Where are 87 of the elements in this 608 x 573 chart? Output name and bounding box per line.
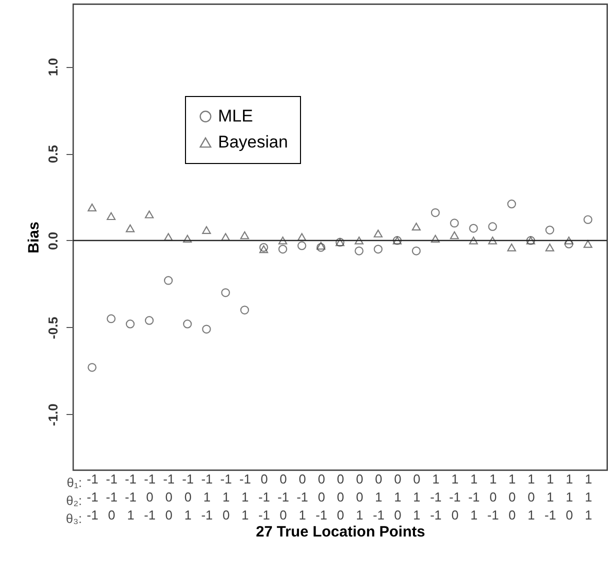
point <box>221 233 230 241</box>
x-tick-label: 0 0 -1 <box>316 472 328 522</box>
x-tick-label: -1 0 0 <box>163 472 175 522</box>
x-tick-label: 0 0 1 <box>356 472 364 522</box>
x-tick-label: -1 -1 -1 <box>86 472 98 522</box>
y-tick-label: -1.0 <box>46 404 60 426</box>
x-tick-label: 1 1 1 <box>584 472 592 522</box>
point <box>450 231 459 240</box>
point <box>354 236 364 244</box>
x-tick-label: 1 1 0 <box>566 472 573 522</box>
point <box>126 320 135 328</box>
x-tick-label: -1 1 0 <box>220 472 232 522</box>
point <box>183 234 192 243</box>
x-tick-label: -1 0 -1 <box>144 472 156 522</box>
point <box>183 320 192 328</box>
point <box>202 324 211 334</box>
x-tick-label: -1 -1 0 <box>106 472 118 522</box>
x-axis-title: 27 True Location Points <box>256 524 426 540</box>
point <box>564 240 574 248</box>
text: θ₃: <box>64 510 82 528</box>
x-tick-label: 0 -1 1 <box>296 472 308 522</box>
legend-label: Bayesian <box>218 132 288 152</box>
point <box>430 234 440 243</box>
point <box>545 226 554 234</box>
point <box>144 316 154 325</box>
y-tick-label: -0.5 <box>46 316 60 340</box>
x-tick-label: 1 -1 1 <box>468 472 480 522</box>
x-tick-label: 1 0 1 <box>528 472 535 522</box>
point <box>469 236 478 244</box>
point <box>507 244 516 252</box>
point <box>584 215 592 224</box>
point <box>144 210 154 218</box>
point <box>450 218 459 228</box>
point <box>278 236 288 244</box>
point <box>297 241 306 250</box>
x-tick-label: 0 1 1 <box>413 472 420 522</box>
point <box>374 244 383 254</box>
point <box>584 240 592 248</box>
point <box>164 276 173 285</box>
point <box>259 245 268 254</box>
point <box>545 244 554 252</box>
point <box>221 288 230 298</box>
x-tick-label: 0 0 0 <box>336 472 344 522</box>
point <box>88 362 96 372</box>
x-tick-label: -1 1 -1 <box>201 472 213 522</box>
x-tick-label: 1 0 0 <box>508 472 516 522</box>
point <box>316 243 326 252</box>
point <box>469 224 478 233</box>
x-tick-label: 1 -1 0 <box>449 472 461 522</box>
y-tick-label: 1.0 <box>46 58 60 76</box>
text: θ₂: <box>65 492 82 510</box>
x-tick-label: -1 -1 1 <box>124 472 136 522</box>
x-tick-label: 0 1 -1 <box>372 472 384 522</box>
x-tick-label: 1 -1 -1 <box>430 472 442 522</box>
point <box>164 233 173 241</box>
point <box>374 230 383 238</box>
point <box>126 224 135 232</box>
point <box>106 314 116 324</box>
y-tick-label: 0.5 <box>46 145 60 164</box>
point <box>430 208 440 218</box>
x-tick-label: 1 1 -1 <box>544 472 556 522</box>
point <box>354 246 364 256</box>
y-tick-label: 0.0 <box>46 232 60 250</box>
point <box>507 200 516 208</box>
y-axis-title: Bias <box>26 222 42 254</box>
point <box>297 233 306 241</box>
point <box>259 243 268 252</box>
text: θ₁: <box>66 474 82 492</box>
point <box>202 226 211 234</box>
x-tick-label: 0 -1 -1 <box>258 472 270 522</box>
point <box>278 244 288 254</box>
point <box>488 222 497 231</box>
point <box>240 231 250 240</box>
point <box>88 204 96 212</box>
x-tick-label: 1 0 -1 <box>487 472 499 522</box>
point <box>564 236 574 244</box>
point <box>240 306 250 314</box>
x-tick-label: 0 1 0 <box>394 472 402 522</box>
x-tick-label: -1 0 1 <box>182 472 194 522</box>
point <box>106 212 116 220</box>
point <box>412 246 421 256</box>
x-tick-label: -1 1 1 <box>239 472 251 522</box>
point <box>488 236 497 244</box>
point <box>412 222 421 230</box>
point <box>316 242 326 250</box>
legend-label: MLE <box>218 106 253 126</box>
x-tick-label: 0 -1 0 <box>278 472 290 522</box>
